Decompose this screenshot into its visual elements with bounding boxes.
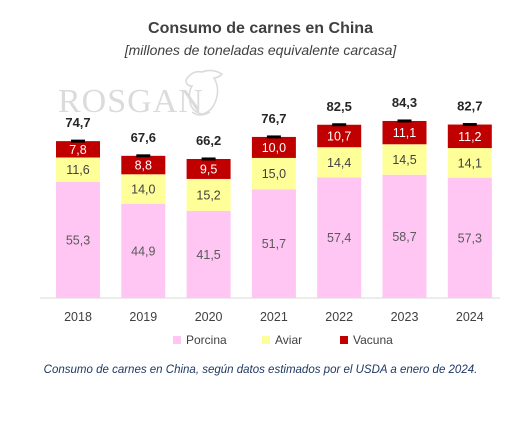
bar-segment-porcina bbox=[56, 181, 100, 298]
bar-segment-vacuna bbox=[251, 136, 296, 158]
data-label-porcina: 58,7 bbox=[392, 230, 416, 244]
cow-head-icon bbox=[185, 69, 224, 116]
data-label-vacuna: 10,0 bbox=[262, 141, 286, 155]
bar-segment-porcina bbox=[121, 203, 166, 298]
legend-label-porcina: Porcina bbox=[186, 333, 227, 347]
x-tick-label: 2022 bbox=[325, 310, 353, 324]
total-label: 84,3 bbox=[392, 95, 417, 110]
bar-segment-aviar bbox=[317, 147, 362, 178]
data-label-aviar: 14,5 bbox=[392, 153, 416, 167]
bar-segment-porcina bbox=[447, 177, 492, 298]
legend-label-vacuna: Vacuna bbox=[353, 333, 393, 347]
total-label: 74,7 bbox=[65, 115, 90, 130]
data-label-porcina: 55,3 bbox=[66, 233, 90, 247]
x-tick-label: 2024 bbox=[456, 310, 484, 324]
data-label-aviar: 14,0 bbox=[131, 183, 155, 197]
bar-segment-porcina bbox=[186, 210, 231, 298]
data-label-porcina: 57,4 bbox=[327, 231, 351, 245]
data-label-aviar: 15,0 bbox=[262, 167, 286, 181]
data-label-aviar: 14,1 bbox=[458, 156, 482, 170]
bar-segment-aviar bbox=[382, 144, 427, 175]
bar-segment-aviar bbox=[186, 178, 231, 211]
x-tick-label: 2018 bbox=[64, 310, 92, 324]
bar-segment-vacuna bbox=[447, 124, 492, 149]
data-label-vacuna: 11,2 bbox=[458, 130, 481, 144]
chart-title: Consumo de carnes en China bbox=[148, 20, 373, 37]
bar-segment-vacuna bbox=[317, 124, 362, 148]
data-label-porcina: 57,3 bbox=[458, 231, 482, 245]
data-label-porcina: 41,5 bbox=[196, 248, 220, 262]
total-label: 82,5 bbox=[327, 99, 352, 114]
bar-segment-porcina bbox=[251, 189, 296, 298]
legend: Porcina Aviar Vacuna bbox=[173, 333, 393, 347]
total-label: 66,2 bbox=[196, 133, 221, 148]
x-tick-label: 2023 bbox=[391, 310, 419, 324]
data-label-vacuna: 8,8 bbox=[135, 159, 152, 173]
legend-swatch-aviar bbox=[262, 336, 270, 344]
rosgan-watermark: ROSGAN bbox=[58, 69, 224, 120]
bar-segment-aviar bbox=[121, 174, 166, 204]
x-tick-label: 2020 bbox=[195, 310, 223, 324]
data-label-porcina: 51,7 bbox=[262, 237, 286, 251]
data-label-vacuna: 10,7 bbox=[327, 129, 351, 143]
total-label: 82,7 bbox=[457, 99, 482, 114]
legend-label-aviar: Aviar bbox=[275, 333, 302, 347]
bar-segment-vacuna bbox=[121, 155, 166, 175]
data-label-aviar: 11,6 bbox=[66, 163, 89, 177]
bars-layer: 55,3 11,6 7,8 74,7 2018 44,9 14,0 8,8 67,6 2019 41… bbox=[56, 95, 492, 324]
x-tick-label: 2019 bbox=[129, 310, 157, 324]
total-label: 76,7 bbox=[261, 111, 286, 126]
x-tick-label: 2021 bbox=[260, 310, 288, 324]
data-label-aviar: 15,2 bbox=[196, 188, 220, 202]
bar-segment-vacuna bbox=[382, 120, 427, 145]
bar-segment-aviar bbox=[251, 157, 296, 190]
data-label-porcina: 44,9 bbox=[131, 244, 155, 258]
total-label: 67,6 bbox=[131, 130, 156, 145]
data-label-vacuna: 11,1 bbox=[393, 126, 416, 140]
chart-caption: Consumo de carnes en China, según datos … bbox=[43, 364, 478, 376]
data-label-vacuna: 9,5 bbox=[200, 162, 217, 176]
legend-swatch-porcina bbox=[173, 336, 181, 344]
bar-segment-aviar bbox=[447, 148, 492, 178]
watermark-text: ROSGAN bbox=[58, 83, 204, 120]
chart-subtitle: [millones de toneladas equivalente carca… bbox=[124, 42, 397, 58]
data-label-aviar: 14,4 bbox=[327, 156, 351, 170]
bar-segment-aviar bbox=[56, 157, 100, 182]
stacked-bar-chart: ROSGAN 55,3 11,6 7,8 74,7 2018 44,9 14,0 8,8 67,… bbox=[40, 69, 500, 347]
bar-segment-vacuna bbox=[56, 141, 100, 158]
bar-segment-vacuna bbox=[186, 158, 231, 179]
bar-segment-porcina bbox=[317, 177, 362, 298]
data-label-vacuna: 7,8 bbox=[69, 143, 86, 157]
legend-swatch-vacuna bbox=[340, 336, 348, 344]
bar-segment-porcina bbox=[382, 174, 427, 298]
